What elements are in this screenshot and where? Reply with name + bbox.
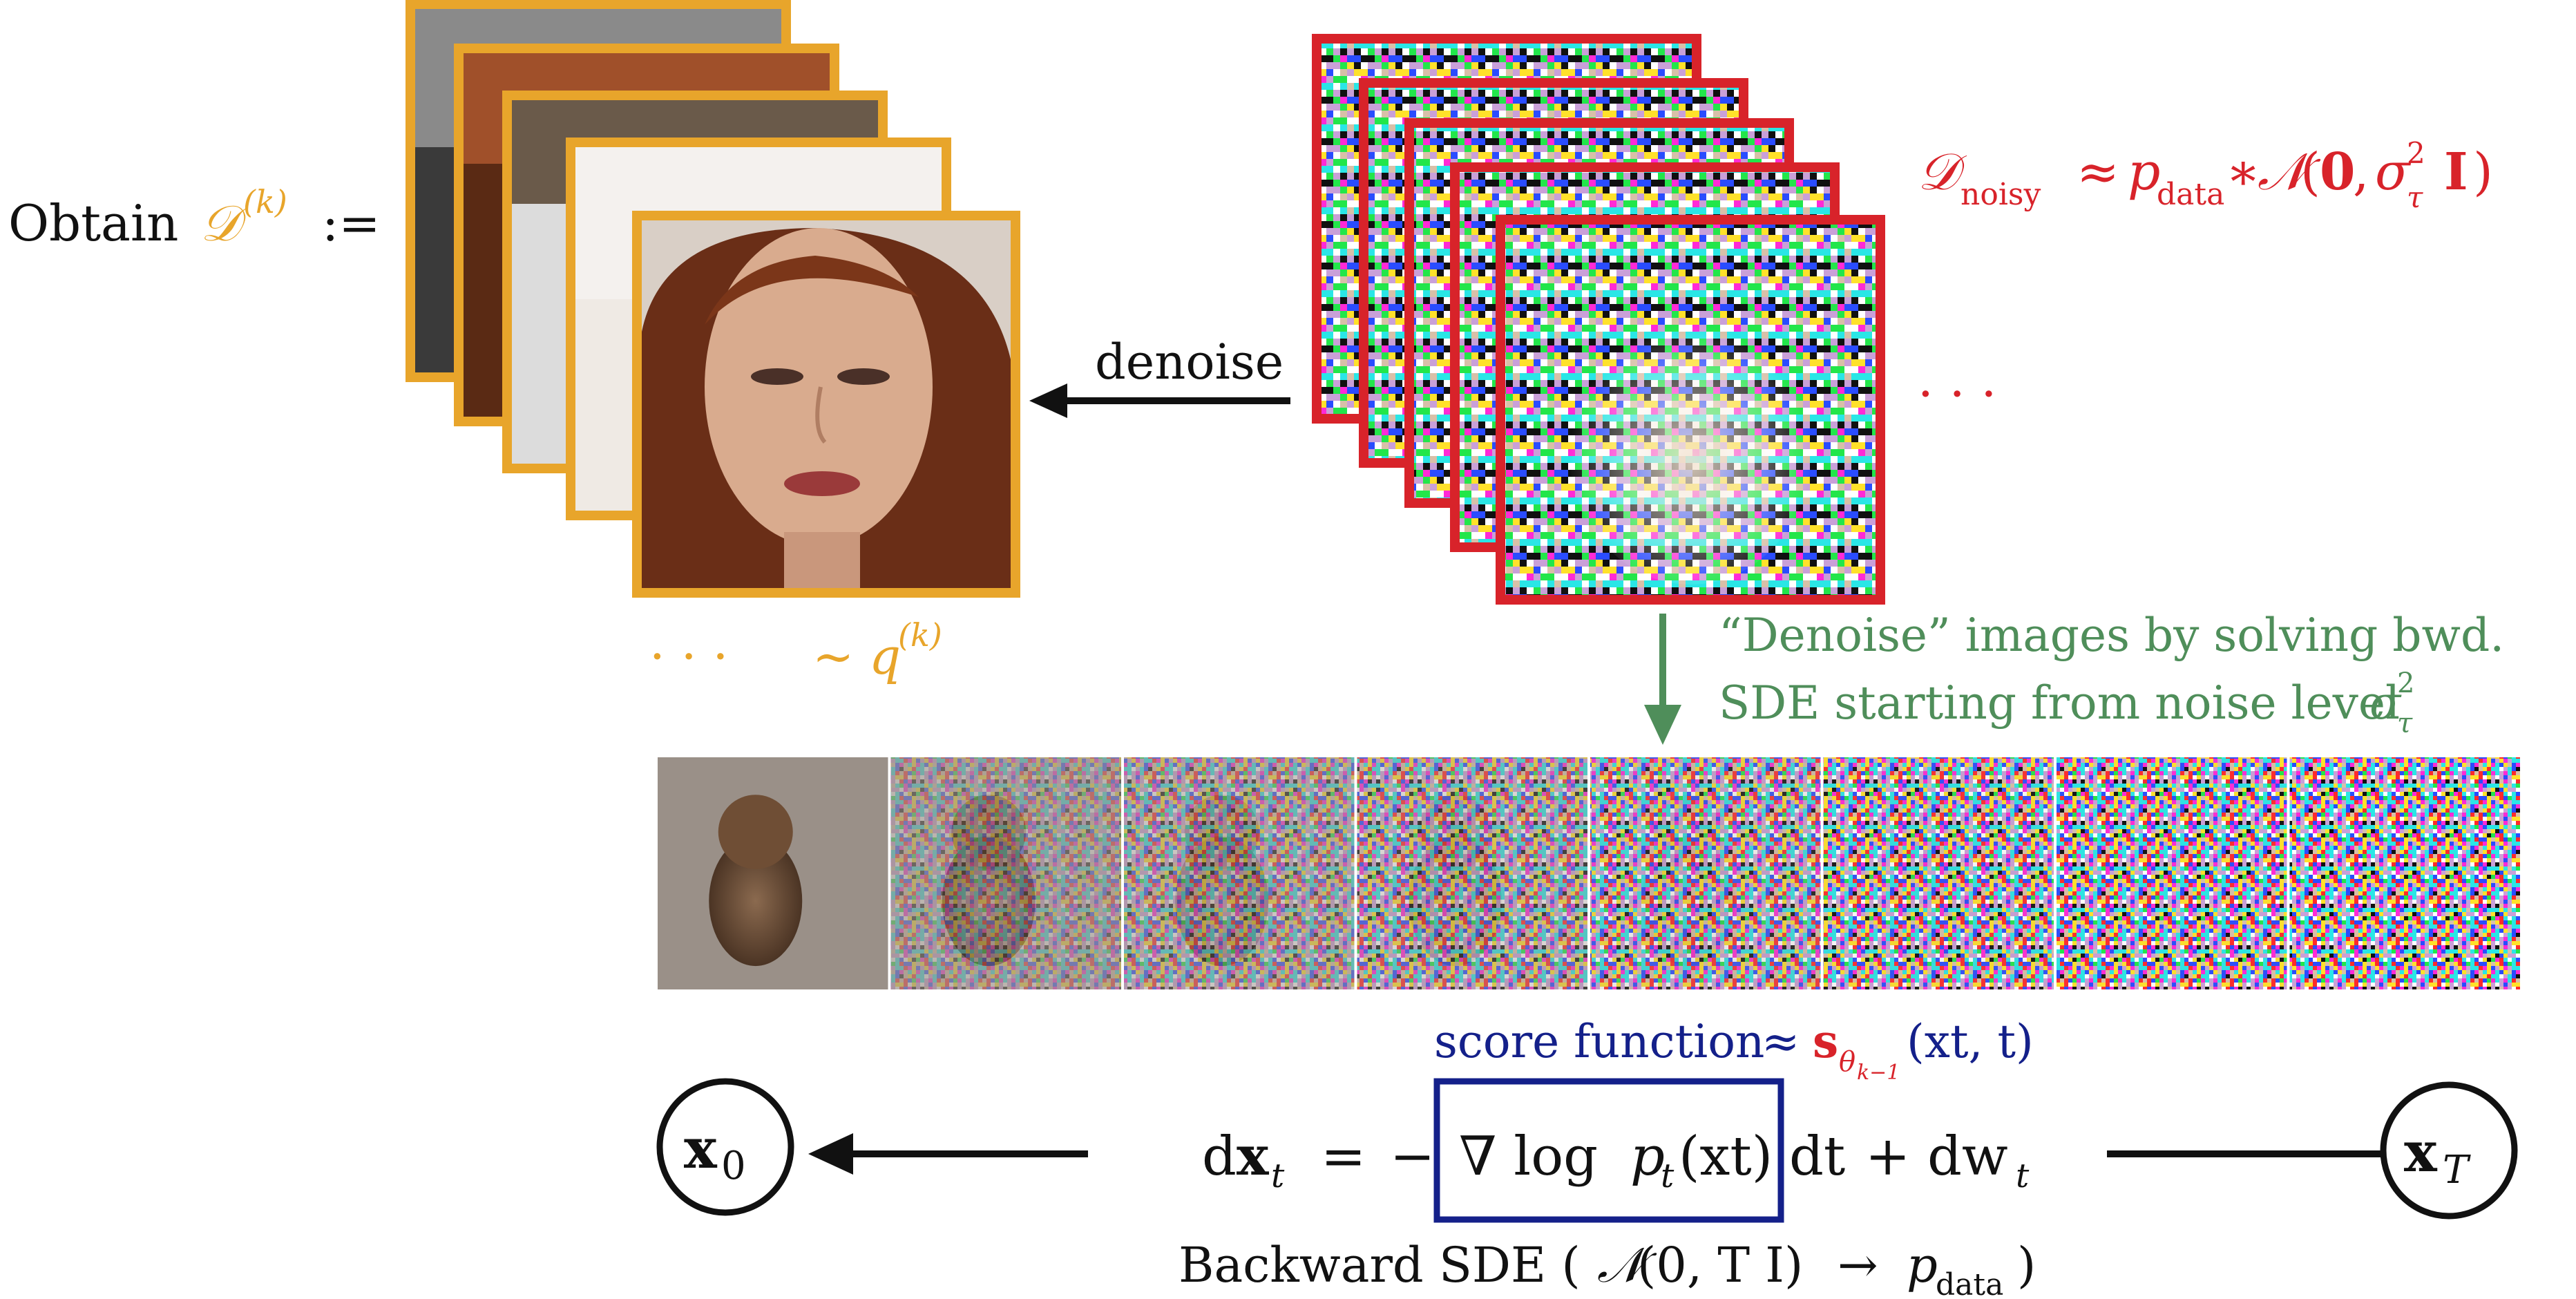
q-superscript: (k) — [898, 616, 942, 654]
strip-frame — [890, 757, 1121, 989]
strip-frame — [2057, 757, 2287, 989]
eq-p-sub: t — [1661, 1157, 1675, 1195]
noisy-p: p — [2128, 142, 2160, 202]
eq-equals: = — [1321, 1126, 1366, 1188]
denoise-arrow: denoise — [1029, 334, 1290, 418]
score-s: s — [1813, 1014, 1838, 1068]
noisy-subscript: noisy — [1960, 177, 2041, 212]
denoising-image-strip — [658, 757, 2520, 989]
eq-dw: dw — [1927, 1126, 2008, 1188]
backward-sde-caption: Backward SDE ( 𝒩 (0, T I) → p data ) — [1179, 1237, 2036, 1299]
q-distribution-label: · · · ∼ q (k) — [649, 616, 942, 685]
caption-args: (0, T I) — [1637, 1237, 1803, 1293]
noisy-image-card-front — [1496, 215, 1885, 605]
node-xT-x: x — [2404, 1119, 2438, 1184]
solve-arrow-head — [1644, 705, 1681, 745]
noisy-approx: ≈ — [2077, 142, 2119, 202]
node-x0: x 0 — [656, 1078, 794, 1216]
green-note-sigma-sup: 2 — [2397, 667, 2414, 699]
dataset-k-superscript: (k) — [243, 183, 287, 220]
eq-dt: dt — [1789, 1126, 1845, 1188]
caption-arrow: → — [1838, 1237, 1878, 1293]
noisy-distribution-formula: 𝒟 noisy ≈ p data ∗ 𝒩 ( 0 , σ 2 τ I ) — [1918, 136, 2493, 214]
score-approx: ≈ — [1762, 1015, 1800, 1068]
strip-frame — [2289, 757, 2520, 989]
strip-frame — [1823, 757, 2054, 989]
solve-arrow — [1644, 614, 1681, 745]
green-note-line1: “Denoise” images by solving bwd. — [1719, 609, 2504, 662]
noisy-p-subscript: data — [2157, 177, 2224, 212]
strip-frame — [658, 757, 888, 989]
score-theta: θ — [1839, 1046, 1855, 1078]
backward-sde-equation: d x t = − ∇ log p t (xt) dt + dw t — [1202, 1125, 2030, 1195]
eq-p-arg: (xt) — [1679, 1126, 1773, 1188]
assign-symbol: := — [322, 194, 381, 252]
clean-image-stack — [406, 0, 1020, 598]
score-theta-sub: k−1 — [1857, 1061, 1900, 1085]
backward-arrow — [808, 1133, 1088, 1175]
eq-p: p — [1630, 1126, 1665, 1188]
eq-plus: + — [1865, 1126, 1910, 1188]
noisy-sigma-sup: 2 — [2407, 136, 2425, 170]
noisy-paren-close: ) — [2473, 142, 2493, 202]
eq-d: d — [1202, 1126, 1237, 1188]
score-box — [1433, 1078, 1784, 1223]
caption-p-sub: data — [1936, 1267, 2003, 1299]
eq-minus: − — [1390, 1126, 1435, 1188]
noisy-sigma: σ — [2375, 142, 2412, 202]
obtain-word: Obtain — [8, 194, 178, 252]
denoise-arrow-head — [1029, 383, 1067, 418]
strip-frame — [1124, 757, 1355, 989]
q-tilde: ∼ — [812, 627, 854, 685]
obtain-label: Obtain 𝒟 (k) := — [8, 183, 381, 252]
node-x0-x: x — [684, 1116, 718, 1181]
q-dots: · · · — [649, 627, 728, 685]
green-note-sigma: σ — [2369, 676, 2402, 730]
caption-suffix: ) — [2017, 1237, 2036, 1293]
denoise-label: denoise — [1095, 334, 1284, 390]
backward-arrow-head — [808, 1133, 853, 1175]
green-note-sigma-sub: τ — [2397, 708, 2413, 739]
eq-nabla-log: ∇ log — [1459, 1126, 1598, 1188]
score-function-label: score function ≈ s θ k−1 (xt, t) — [1434, 1014, 2034, 1085]
green-note: “Denoise” images by solving bwd. SDE sta… — [1719, 609, 2504, 739]
clean-image-card-front — [632, 211, 1020, 598]
q-symbol: q — [869, 627, 901, 685]
node-xT-sub: T — [2443, 1148, 2471, 1193]
noisy-paren-open: ( — [2300, 142, 2320, 202]
node-x0-sub: 0 — [721, 1144, 746, 1188]
noisy-convolve: ∗ — [2226, 142, 2260, 202]
noisy-comma: , — [2353, 142, 2369, 202]
noisy-image-stack — [1312, 34, 1885, 605]
dataset-k-symbol: 𝒟 — [200, 194, 249, 252]
eq-x-sub: t — [1271, 1157, 1285, 1195]
green-note-line2: SDE starting from noise level — [1719, 676, 2400, 730]
noisy-dots: · · · — [1918, 365, 1996, 423]
eq-x: x — [1237, 1125, 1270, 1188]
noisy-zero: 0 — [2320, 142, 2356, 202]
caption-prefix: Backward SDE ( — [1179, 1237, 1581, 1293]
noisy-identity: I — [2444, 142, 2468, 202]
noisy-sigma-sub: τ — [2407, 180, 2423, 214]
eq-dw-sub: t — [2016, 1157, 2030, 1195]
caption-p: p — [1907, 1237, 1938, 1293]
score-label: score function — [1434, 1015, 1764, 1068]
strip-frame — [1357, 757, 1587, 989]
strip-frame — [1590, 757, 1821, 989]
node-xT: x T — [2380, 1081, 2518, 1220]
score-args: (xt, t) — [1907, 1015, 2034, 1068]
